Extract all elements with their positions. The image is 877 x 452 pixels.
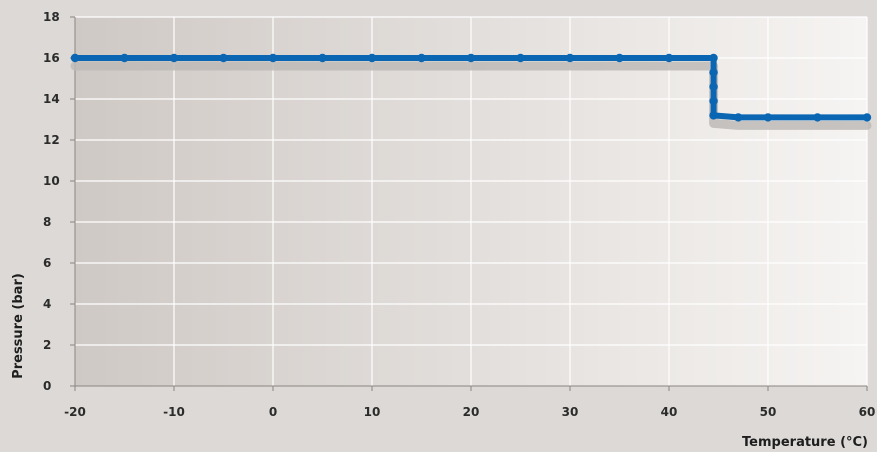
y-tick-label: 8 xyxy=(43,215,51,229)
data-point xyxy=(219,53,228,63)
y-tick-label: 4 xyxy=(43,297,51,311)
y-tick-label: 10 xyxy=(43,174,60,188)
data-point xyxy=(862,113,872,122)
x-tick-label: 30 xyxy=(562,405,579,419)
data-point xyxy=(709,68,718,77)
x-tick-label: 50 xyxy=(760,405,777,419)
data-point xyxy=(70,53,80,63)
series-shadow xyxy=(70,61,872,130)
y-tick-label: 12 xyxy=(43,133,60,147)
data-point xyxy=(268,53,278,63)
y-tick-label: 18 xyxy=(43,10,60,24)
x-axis-title: Temperature (°C) xyxy=(742,435,868,450)
data-point xyxy=(615,53,624,63)
data-point xyxy=(318,53,327,63)
data-point xyxy=(763,113,773,122)
data-point xyxy=(120,53,129,63)
data-point xyxy=(417,53,426,63)
data-point xyxy=(516,53,525,63)
x-tick-label: 40 xyxy=(661,405,678,419)
x-tick-label: -20 xyxy=(64,405,86,419)
data-point xyxy=(709,111,718,120)
y-tick-label: 6 xyxy=(43,256,51,270)
y-axis-title: Pressure (bar) xyxy=(11,273,26,379)
data-point xyxy=(664,53,674,63)
data-point xyxy=(169,53,179,63)
x-tick-label: 0 xyxy=(269,405,277,419)
y-tick-label: 2 xyxy=(43,338,51,352)
axes: -20 -10 0 10 20 30 40 50 60 0 2 4 6 8 10 12 14 16 18 xyxy=(43,10,875,419)
data-point xyxy=(709,96,718,106)
data-point xyxy=(709,53,718,63)
y-tick-label: 0 xyxy=(43,379,51,393)
x-tick-label: -10 xyxy=(163,405,185,419)
data-point xyxy=(709,82,718,91)
x-tick-label: 10 xyxy=(364,405,381,419)
data-point xyxy=(565,53,575,63)
data-point xyxy=(466,53,476,63)
y-tick-label: 16 xyxy=(43,51,60,65)
data-series xyxy=(70,53,872,130)
data-point xyxy=(813,113,822,122)
gridlines xyxy=(75,16,868,386)
x-tick-label: 20 xyxy=(463,405,480,419)
y-tick-label: 14 xyxy=(43,92,60,106)
data-point xyxy=(367,53,377,63)
data-point xyxy=(734,113,743,122)
series-line xyxy=(72,55,870,121)
x-tick-label: 60 xyxy=(859,405,876,419)
